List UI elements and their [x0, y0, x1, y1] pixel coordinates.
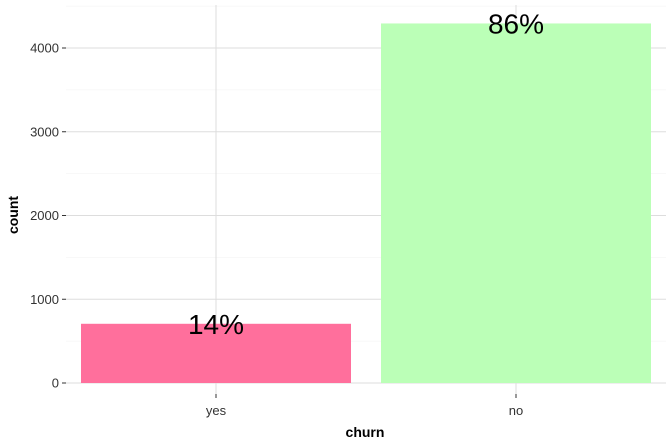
y-tick-label: 4000 [30, 41, 59, 56]
x-tick-label-yes: yes [206, 403, 227, 418]
data-labels: 14% 86% [188, 8, 544, 339]
y-axis-title: count [5, 196, 21, 234]
x-axis-title: churn [346, 424, 385, 440]
bar-yes [81, 323, 351, 383]
x-axis: yes no [206, 394, 523, 418]
y-tick-label: 1000 [30, 292, 59, 307]
bar-no [381, 23, 651, 384]
data-label-no: 86% [488, 8, 544, 39]
y-tick-label: 2000 [30, 208, 59, 223]
bars [81, 23, 651, 384]
data-label-yes: 14% [188, 309, 244, 340]
y-tick-label: 3000 [30, 124, 59, 139]
y-tick-label: 0 [52, 376, 59, 391]
y-axis: 0 1000 2000 3000 4000 [30, 41, 66, 391]
x-tick-label-no: no [509, 403, 523, 418]
